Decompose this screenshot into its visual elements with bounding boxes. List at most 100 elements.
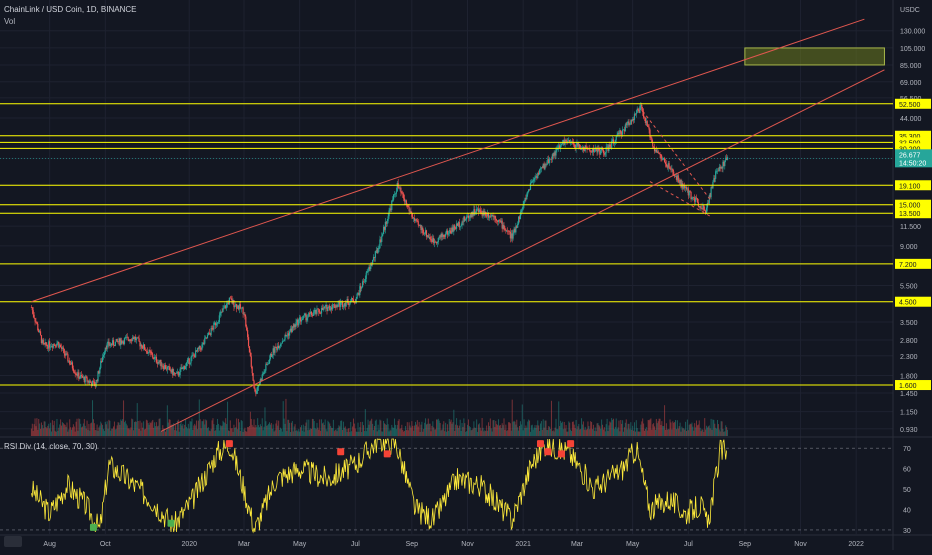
- candle-body: [321, 307, 324, 310]
- candle-body: [89, 381, 91, 383]
- volume-bar: [87, 429, 89, 436]
- volume-bar: [427, 418, 429, 436]
- volume-bar: [234, 427, 236, 436]
- volume-bar: [642, 418, 644, 436]
- chart-header: ChainLink / USD Coin, 1D, BINANCE Vol: [4, 4, 137, 28]
- candle-body: [60, 347, 63, 349]
- volume-bar: [404, 430, 406, 436]
- candle-body: [230, 297, 232, 300]
- volume-bar: [697, 424, 699, 436]
- volume-bar: [213, 424, 215, 436]
- candle-body: [577, 142, 579, 147]
- volume-bar: [624, 422, 626, 436]
- volume-bar: [319, 419, 321, 436]
- volume-bar: [51, 420, 53, 436]
- candle-body: [222, 308, 224, 312]
- volume-bar: [465, 431, 467, 436]
- volume-bar: [236, 418, 238, 436]
- candle-body: [291, 326, 293, 332]
- volume-bar: [445, 422, 447, 436]
- candle-body: [541, 167, 543, 168]
- volume-bar: [616, 429, 618, 436]
- volume-bar: [307, 430, 309, 436]
- volume-bar: [166, 405, 168, 436]
- volume-bar: [294, 424, 296, 436]
- volume-bar: [483, 431, 485, 436]
- wedge-upper: [642, 110, 711, 200]
- volume-bar: [70, 427, 72, 436]
- volume-bar: [305, 422, 307, 436]
- tradingview-logo: [4, 536, 22, 547]
- level-badge-label: 4.500: [899, 300, 917, 307]
- time-tick-label: Nov: [794, 541, 807, 548]
- volume-bar: [81, 427, 83, 436]
- candle-body: [648, 126, 650, 130]
- volume-bar: [486, 425, 488, 436]
- candle-body: [693, 197, 695, 198]
- volume-bar: [613, 429, 615, 436]
- volume-bar: [258, 427, 260, 436]
- candle-body: [437, 237, 439, 242]
- candle-body: [343, 303, 345, 307]
- candle-body: [278, 345, 280, 349]
- candle-body: [517, 223, 519, 228]
- volume-bar: [275, 423, 277, 436]
- volume-bar: [385, 424, 387, 436]
- volume-bar: [537, 420, 539, 436]
- candle-body: [129, 339, 131, 341]
- candle-body: [212, 328, 214, 330]
- volume-bar: [306, 419, 308, 436]
- volume-bar: [530, 425, 532, 436]
- candle-body: [305, 313, 307, 321]
- volume-bar: [417, 426, 419, 436]
- candle-body: [384, 221, 386, 230]
- volume-bar: [134, 422, 136, 436]
- candle-body: [519, 212, 522, 220]
- volume-bar: [529, 431, 531, 436]
- candle-body: [507, 230, 509, 232]
- volume-bar: [193, 425, 195, 436]
- candle-body: [646, 121, 648, 126]
- candle-body: [163, 366, 165, 370]
- price-tick-label: 9.000: [900, 244, 918, 251]
- candle-body: [378, 247, 380, 249]
- candle-body: [174, 372, 176, 374]
- volume-bar: [696, 420, 698, 436]
- candle-body: [258, 383, 261, 386]
- volume-bar: [389, 429, 391, 436]
- volume-bar: [128, 428, 130, 436]
- volume-bar: [513, 420, 515, 436]
- volume-bar: [315, 429, 317, 436]
- volume-bar: [290, 431, 292, 436]
- candle-body: [653, 147, 656, 152]
- symbol-label[interactable]: ChainLink / USD Coin, 1D, BINANCE: [4, 5, 137, 14]
- candle-body: [55, 345, 57, 347]
- volume-bar: [626, 429, 628, 436]
- volume-bar: [341, 420, 343, 436]
- candle-body: [501, 220, 503, 229]
- volume-bar: [715, 427, 717, 436]
- candle-body: [548, 159, 550, 164]
- level-badge: [895, 208, 931, 219]
- volume-bar: [373, 430, 375, 436]
- candle-body: [532, 180, 534, 182]
- candle-body: [486, 212, 489, 217]
- candle-body: [65, 353, 67, 356]
- volume-label[interactable]: Vol: [4, 17, 16, 26]
- candle-body: [486, 215, 488, 217]
- volume-bar: [685, 430, 687, 436]
- volume-bar: [717, 424, 719, 436]
- volume-bar: [526, 427, 528, 436]
- candle-body: [639, 105, 641, 113]
- volume-bar: [322, 422, 324, 436]
- candle-body: [110, 343, 112, 346]
- volume-bar: [508, 422, 510, 436]
- volume-bar: [508, 422, 510, 436]
- volume-bar: [507, 430, 509, 436]
- rsi-indicator-label[interactable]: RSI Div (14, close, 70, 30): [4, 442, 98, 451]
- volume-bar: [135, 421, 137, 436]
- candle-body: [623, 129, 626, 132]
- candle-body: [466, 215, 469, 217]
